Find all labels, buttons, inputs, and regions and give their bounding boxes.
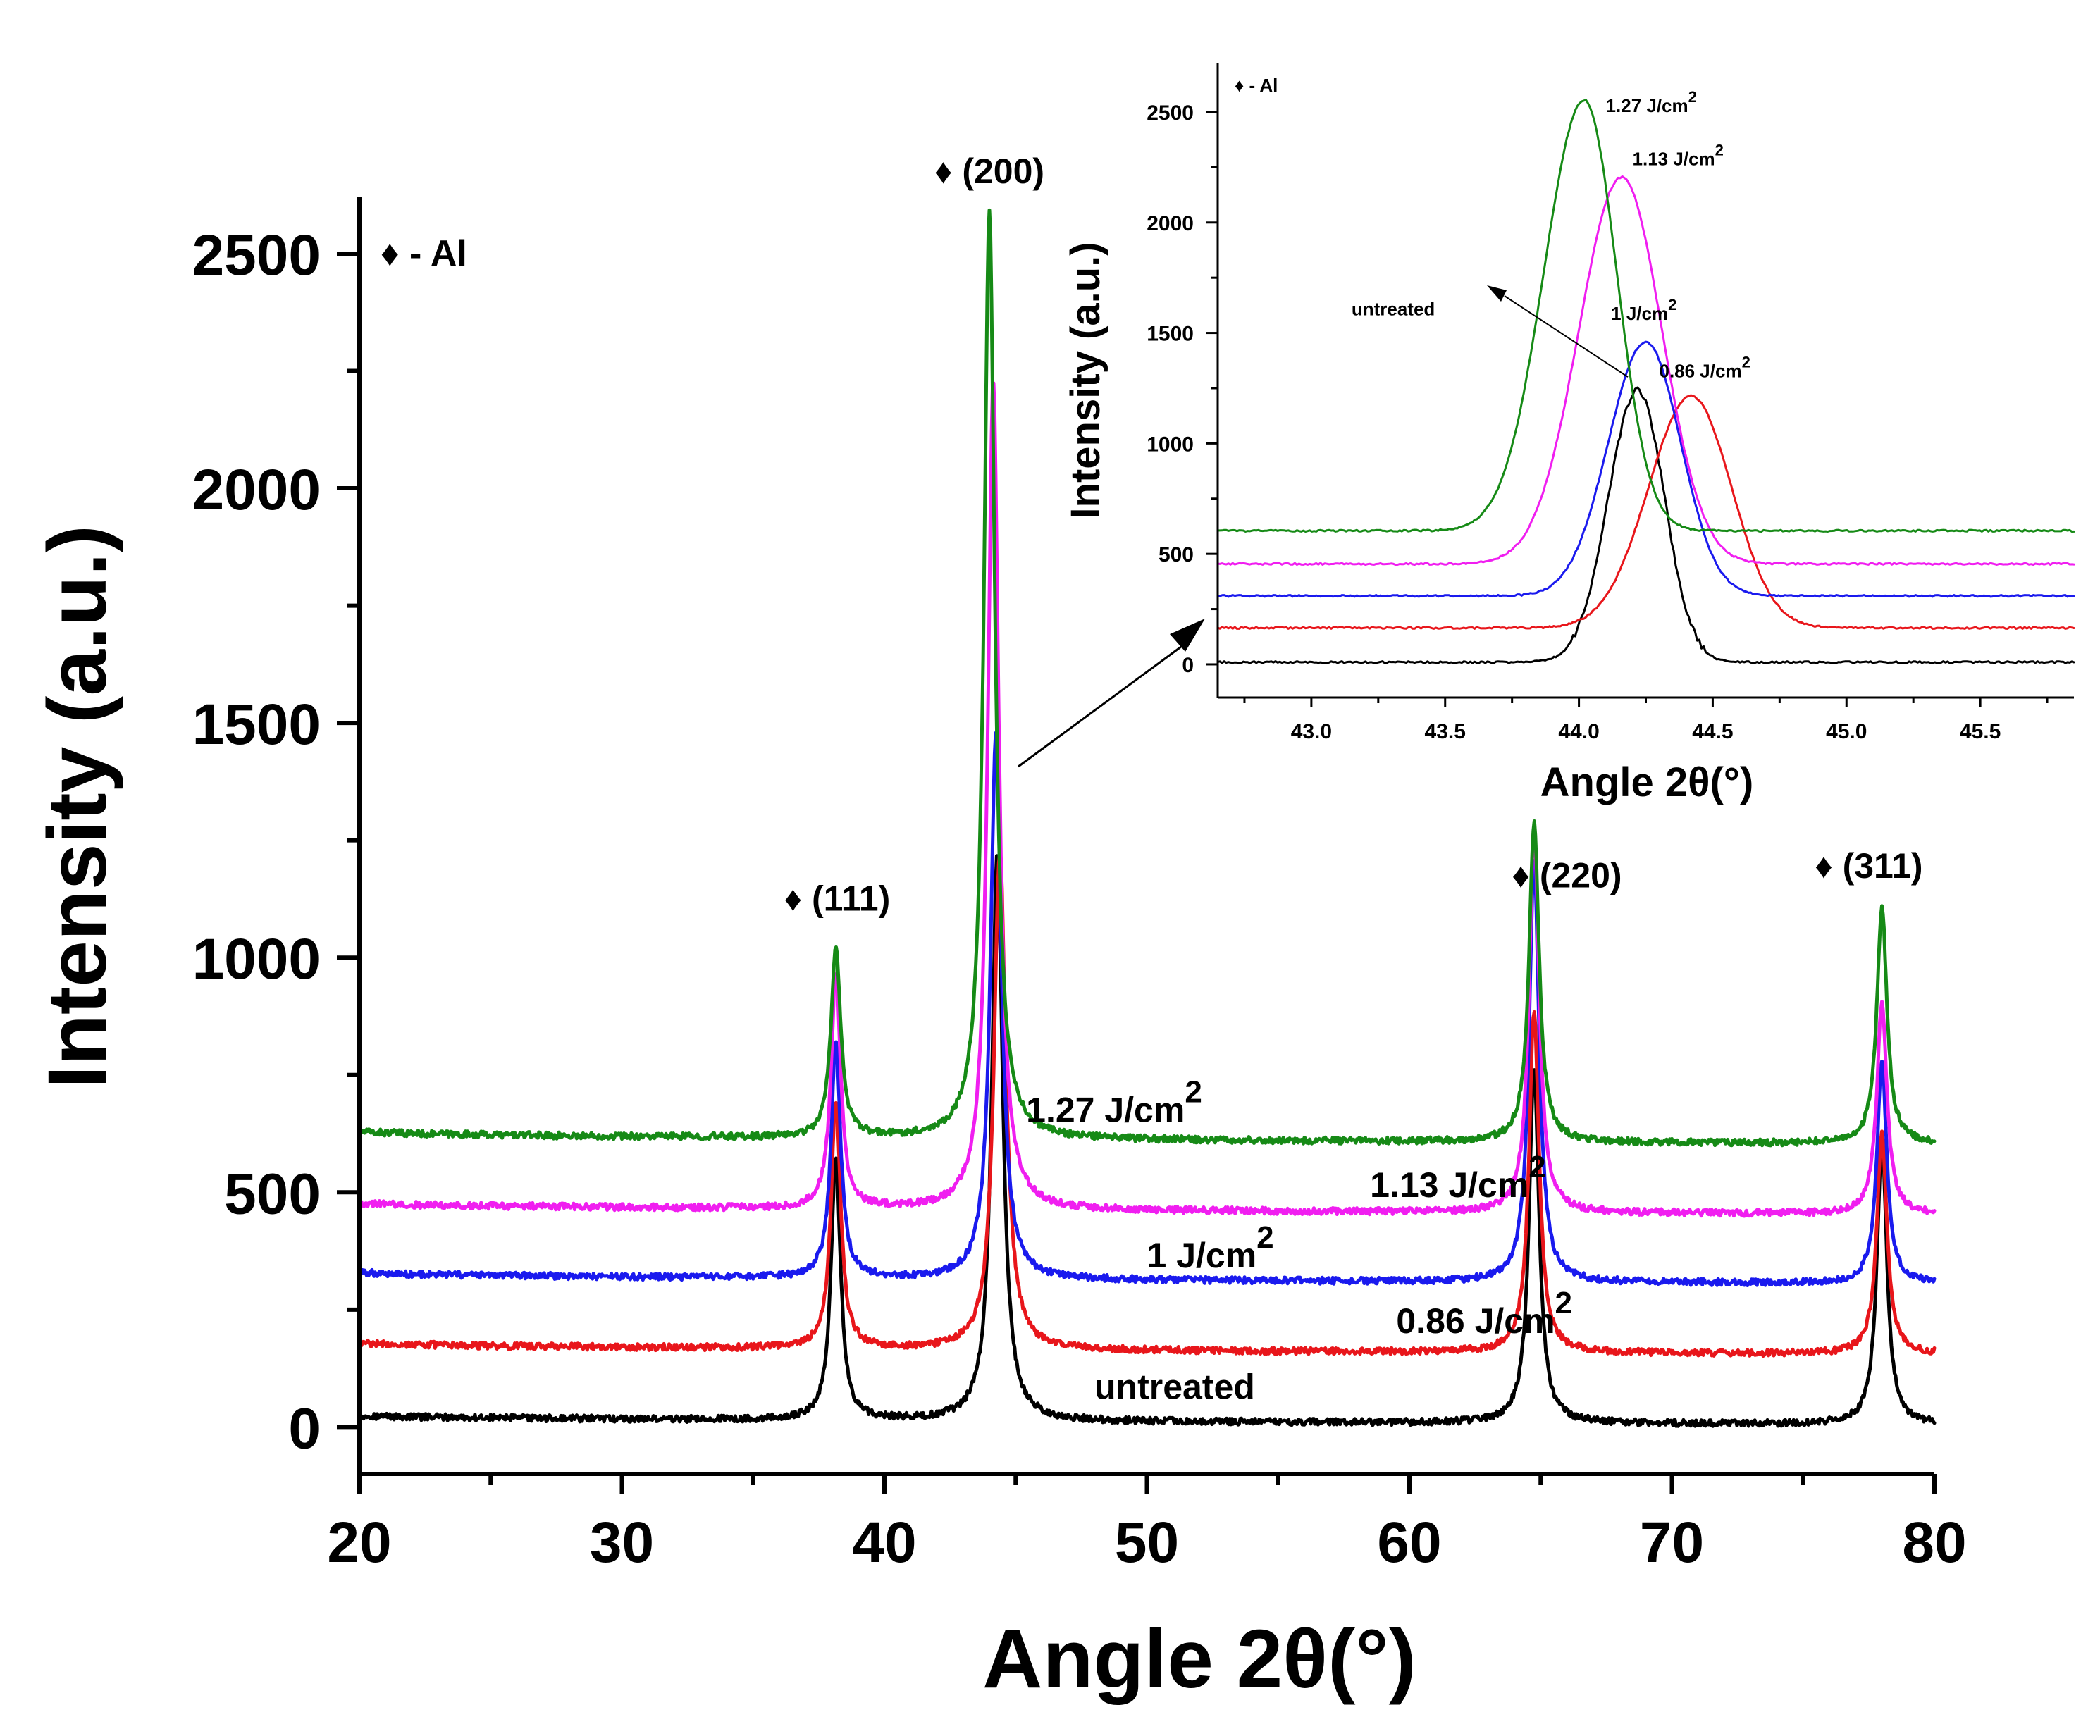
main-series-label-untreated: untreated (1094, 1367, 1255, 1406)
superscript: 2 (1668, 296, 1676, 314)
inset-series-group (1216, 99, 2075, 664)
inset-untreated-pointer (1504, 295, 1629, 378)
inset-y-axis-label: Intensity (a.u.) (1063, 242, 1108, 519)
zoom-arrowhead (1170, 619, 1205, 652)
superscript: 2 (1742, 353, 1750, 371)
inset-x-tick-label: 43.0 (1291, 720, 1332, 743)
main-y-axis-label: Intensity (a.u.) (31, 525, 124, 1089)
superscript: 2 (1555, 1286, 1572, 1320)
main-trace-1-13-j-cm2 (357, 381, 1937, 1218)
inset-y-tick-label: 1500 (1147, 323, 1194, 346)
inset-chart: 43.0 43.5 44.0 44.5 45.0 45.5 0 500 1000 1500 2000… (1063, 63, 2082, 805)
main-x-tick-label: 50 (1115, 1511, 1179, 1575)
main-y-tick-label: 1500 (192, 693, 321, 757)
main-peak-label: ♦ (200) (934, 151, 1044, 191)
main-x-axis-label: Angle 2θ(°) (982, 1613, 1416, 1706)
inset-x-tick-label: 45.0 (1826, 720, 1867, 743)
main-y-tick-label: 1000 (192, 927, 321, 991)
inset-background (1216, 63, 2082, 698)
main-series-label-1-j-cm2: 1 J/cm2 (1147, 1220, 1274, 1275)
main-x-tick-label: 20 (327, 1511, 391, 1575)
main-y-tick-label: 2500 (192, 223, 321, 287)
inset-x-tick-label: 44.0 (1558, 720, 1599, 743)
superscript: 2 (1715, 141, 1724, 159)
main-trace-untreated (357, 854, 1937, 1428)
main-y-tick-label: 500 (224, 1162, 321, 1226)
main-trace-1-27-j-cm2 (357, 208, 1937, 1148)
main-legend-marker: ♦ - Al (381, 233, 467, 274)
inset-trace-1-13-j-cm2 (1216, 175, 2075, 566)
inset-y-tick-label: 2000 (1147, 212, 1194, 235)
inset-series-label-untreated: untreated (1352, 298, 1435, 319)
main-series-group (357, 208, 1937, 1428)
inset-trace-0-86-j-cm2 (1216, 394, 2075, 630)
main-x-tick-label: 40 (852, 1511, 916, 1575)
main-peak-labels: ♦ (111) ♦ (200) ♦ (220) ♦ (311) (784, 151, 1923, 919)
main-trace-0-86-j-cm2 (357, 849, 1937, 1358)
main-peak-label: ♦ (111) (784, 879, 891, 919)
main-x-tick-label: 70 (1640, 1511, 1704, 1575)
main-trace-1-j-cm2 (357, 731, 1937, 1287)
zoom-arrow (1018, 643, 1185, 768)
superscript: 2 (1688, 88, 1697, 106)
inset-axes: 43.0 43.5 44.0 44.5 45.0 45.5 0 500 1000 1500 2000… (1147, 63, 2074, 743)
main-x-tick-label: 30 (590, 1511, 654, 1575)
superscript: 2 (1185, 1074, 1202, 1109)
inset-y-tick-label: 2500 (1147, 101, 1194, 125)
inset-trace-untreated (1216, 386, 2075, 664)
main-peak-label: ♦ (311) (1815, 846, 1922, 886)
main-y-tick-label: 2000 (192, 458, 321, 522)
inset-x-tick-label: 44.5 (1692, 720, 1733, 743)
inset-x-tick-label: 45.5 (1960, 720, 2001, 743)
inset-x-tick-label: 43.5 (1425, 720, 1466, 743)
inset-y-tick-label: 500 (1159, 543, 1194, 566)
inset-y-tick-label: 0 (1182, 654, 1194, 677)
inset-x-axis-label: Angle 2θ(°) (1540, 760, 1754, 805)
main-x-tick-label: 80 (1902, 1511, 1966, 1575)
main-peak-label: ♦ (220) (1512, 855, 1622, 895)
inset-trace-1-27-j-cm2 (1216, 99, 2075, 533)
main-y-tick-label: 0 (288, 1396, 321, 1461)
superscript: 2 (1256, 1220, 1273, 1255)
inset-trace-1-j-cm2 (1216, 340, 2075, 598)
inset-legend-marker: ♦ - Al (1235, 75, 1278, 96)
inset-pointer-arrowhead (1487, 285, 1507, 302)
superscript: 2 (1528, 1150, 1545, 1184)
inset-y-tick-label: 1000 (1147, 433, 1194, 456)
main-series-label-1-27-j-cm2: 1.27 J/cm2 (1026, 1074, 1202, 1129)
main-x-tick-label: 60 (1377, 1511, 1441, 1575)
